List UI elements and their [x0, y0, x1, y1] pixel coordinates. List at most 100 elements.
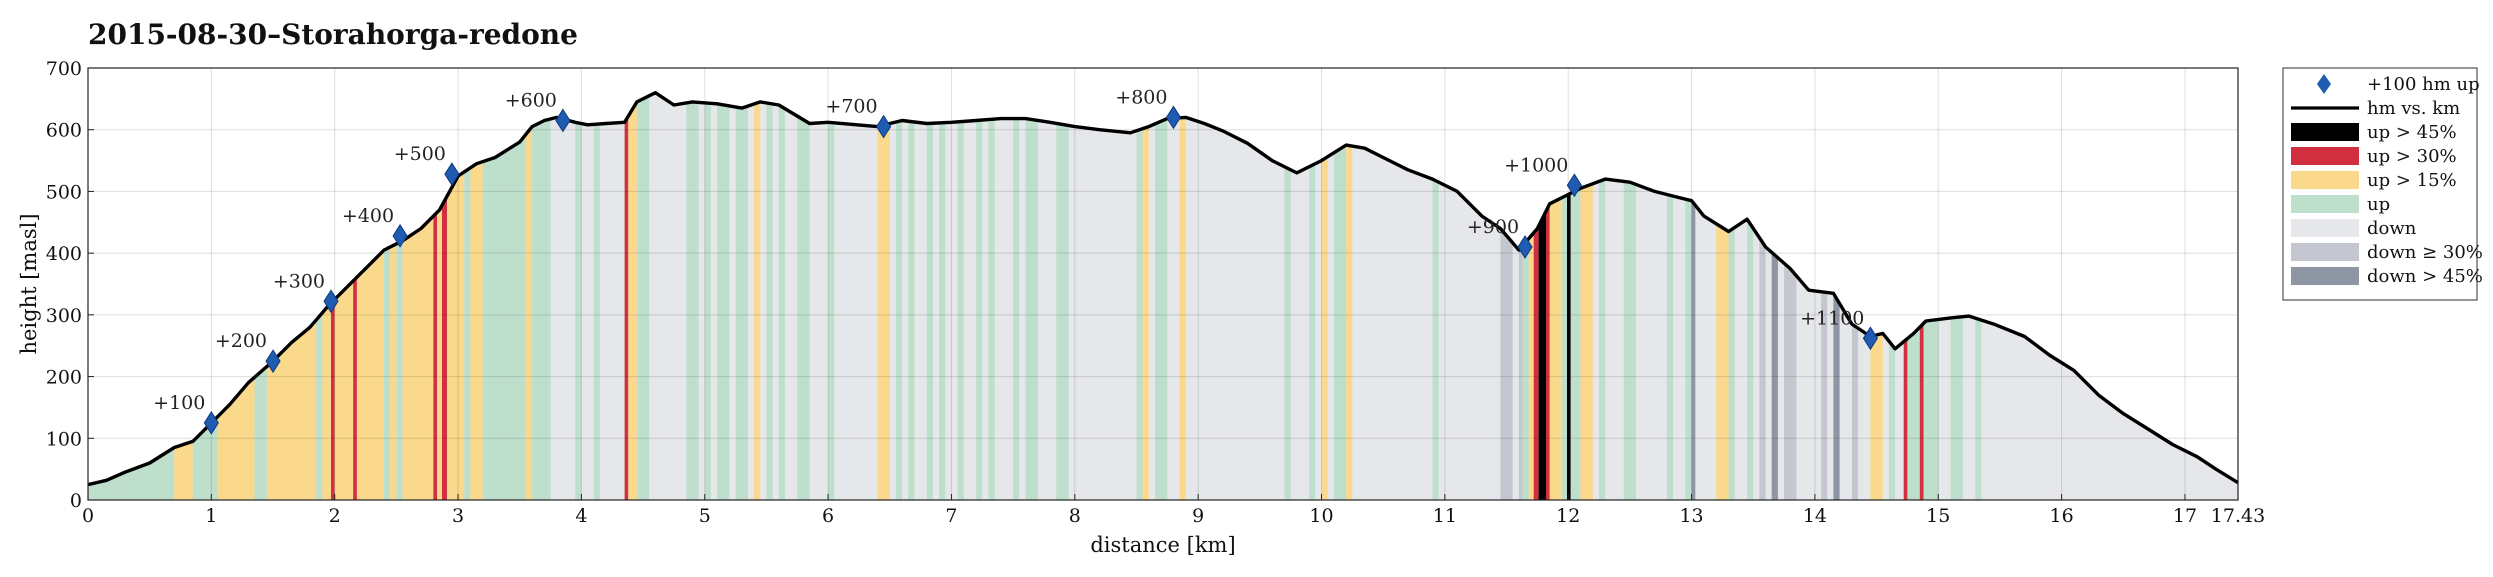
area-segment-up [593, 124, 600, 500]
area-segment-up [1950, 316, 1963, 500]
marker-diamond [1517, 235, 1533, 259]
y-axis-label: height [masl] [17, 213, 41, 354]
area-segment-down45 [1833, 293, 1840, 500]
marker-diamond [1566, 173, 1582, 198]
y-tick-label: 200 [46, 367, 82, 389]
legend-label-down45: down > 45% [2367, 266, 2483, 287]
x-tick-label: 13 [1679, 505, 1703, 527]
area-segment-up [1562, 195, 1567, 500]
area-segment-up [1685, 199, 1692, 500]
area-segment-down30 [1500, 228, 1513, 500]
area-segment-up [957, 121, 964, 501]
x-tick-label: 6 [822, 505, 834, 527]
area-segment-up [1728, 227, 1735, 500]
area-segment-up [1284, 166, 1291, 500]
legend-label-line: hm vs. km [2367, 98, 2460, 119]
marker-label: +1100 [1800, 307, 1864, 329]
area-segment-up [1025, 118, 1038, 500]
x-tick-label: 17 [2173, 505, 2197, 527]
area-segment-up [976, 120, 983, 500]
area-segment-up45 [1567, 193, 1571, 501]
x-tick-label: 12 [1556, 505, 1580, 527]
area-segment-up [1333, 145, 1347, 500]
legend-label-down30: down ≥ 30% [2367, 242, 2483, 263]
x-tick-label: 8 [1069, 505, 1081, 527]
legend-swatch-down45 [2291, 267, 2359, 285]
area-segment-up [704, 102, 711, 501]
area-segment-down45 [1691, 200, 1696, 500]
area-segment-up [1923, 319, 1939, 500]
area-segment-up [1747, 219, 1754, 500]
area-segment-down30 [1784, 263, 1797, 500]
area-segment-up [1056, 123, 1069, 501]
area-segment-up30 [331, 299, 335, 500]
area-segment-up [396, 240, 403, 501]
area-segment-up15 [437, 205, 442, 500]
legend-swatch-down30 [2291, 243, 2359, 261]
area-segment-up [1599, 179, 1606, 500]
legend: +100 hm up hm vs. km up > 45% up > 30% up > … [2282, 67, 2483, 301]
x-tick-label: 0 [82, 505, 94, 527]
marker-diamond [203, 410, 219, 435]
area-segment-up15 [1179, 117, 1186, 501]
plot-frame [87, 67, 2239, 501]
x-tick-label: 5 [699, 505, 711, 527]
x-tick-label: 7 [945, 505, 957, 527]
area-segment-up [686, 101, 699, 501]
x-tick-label: 3 [452, 505, 464, 527]
area-segment-up30 [1903, 338, 1908, 500]
marker-label: +600 [505, 89, 557, 111]
x-axis-ticks: 0 1 2 3 4 5 6 7 8 9 10 11 12 13 14 15 16 17 17.43 [82, 494, 2265, 527]
area-segment-up15 [174, 441, 193, 500]
area-segment-up [1432, 179, 1439, 500]
marker-diamond [1165, 105, 1182, 130]
area-segment-up [828, 122, 835, 501]
area-segment-up [1522, 238, 1529, 500]
area-segment-up45 [1538, 211, 1546, 500]
marker-diamond [392, 223, 408, 248]
area-segment-up15 [322, 303, 331, 500]
area-segment-up15 [754, 101, 761, 501]
area-segment-up15 [447, 171, 465, 500]
area-segment-up [199, 416, 218, 500]
area-segment-up15 [1321, 156, 1328, 500]
area-segment-up15 [356, 250, 384, 500]
area-segment-down30 [1759, 237, 1766, 500]
x-tick-label: 14 [1803, 505, 1827, 527]
legend-label-marker: +100 hm up [2367, 74, 2480, 95]
area-segment-up [636, 95, 650, 501]
area-segment-up15 [470, 161, 483, 500]
y-tick-label: 100 [46, 428, 82, 450]
area-segment-up [939, 122, 946, 500]
marker-label: +200 [215, 330, 267, 352]
marker-diamond [323, 289, 339, 314]
area-segment-up [1666, 194, 1674, 500]
marker-diamond [444, 162, 460, 187]
area-segment-up [797, 116, 810, 500]
area-segment-up15 [266, 320, 317, 500]
marker-diamond [876, 114, 892, 139]
area-segment-up [464, 167, 471, 501]
legend-swatch-up45 [2291, 123, 2359, 141]
area-segment-up30 [624, 116, 629, 500]
y-tick-label: 400 [46, 243, 82, 265]
marker-label: +900 [1467, 216, 1519, 238]
marker-label: +800 [1115, 86, 1167, 108]
area-segment-up [575, 122, 582, 501]
area-segment-up15 [525, 126, 533, 500]
legend-swatch-up30 [2291, 147, 2359, 165]
area-segment-up [384, 247, 391, 500]
area-segment-down45 [1771, 252, 1778, 500]
x-tick-label: 1 [205, 505, 217, 527]
x-tick-label: 17.43 [2211, 505, 2265, 527]
area-segment-up15 [390, 243, 397, 500]
area-segment-up [1975, 318, 1982, 500]
marker-label: +400 [342, 205, 394, 227]
y-tick-label: 300 [46, 305, 82, 327]
y-tick-label: 600 [46, 120, 82, 142]
legend-label-down: down [2367, 218, 2417, 239]
area-segment-down30 [1821, 291, 1828, 500]
chart-title: 2015-08-30–Storahorga-redone [88, 18, 578, 51]
area-segment-up [254, 366, 267, 500]
